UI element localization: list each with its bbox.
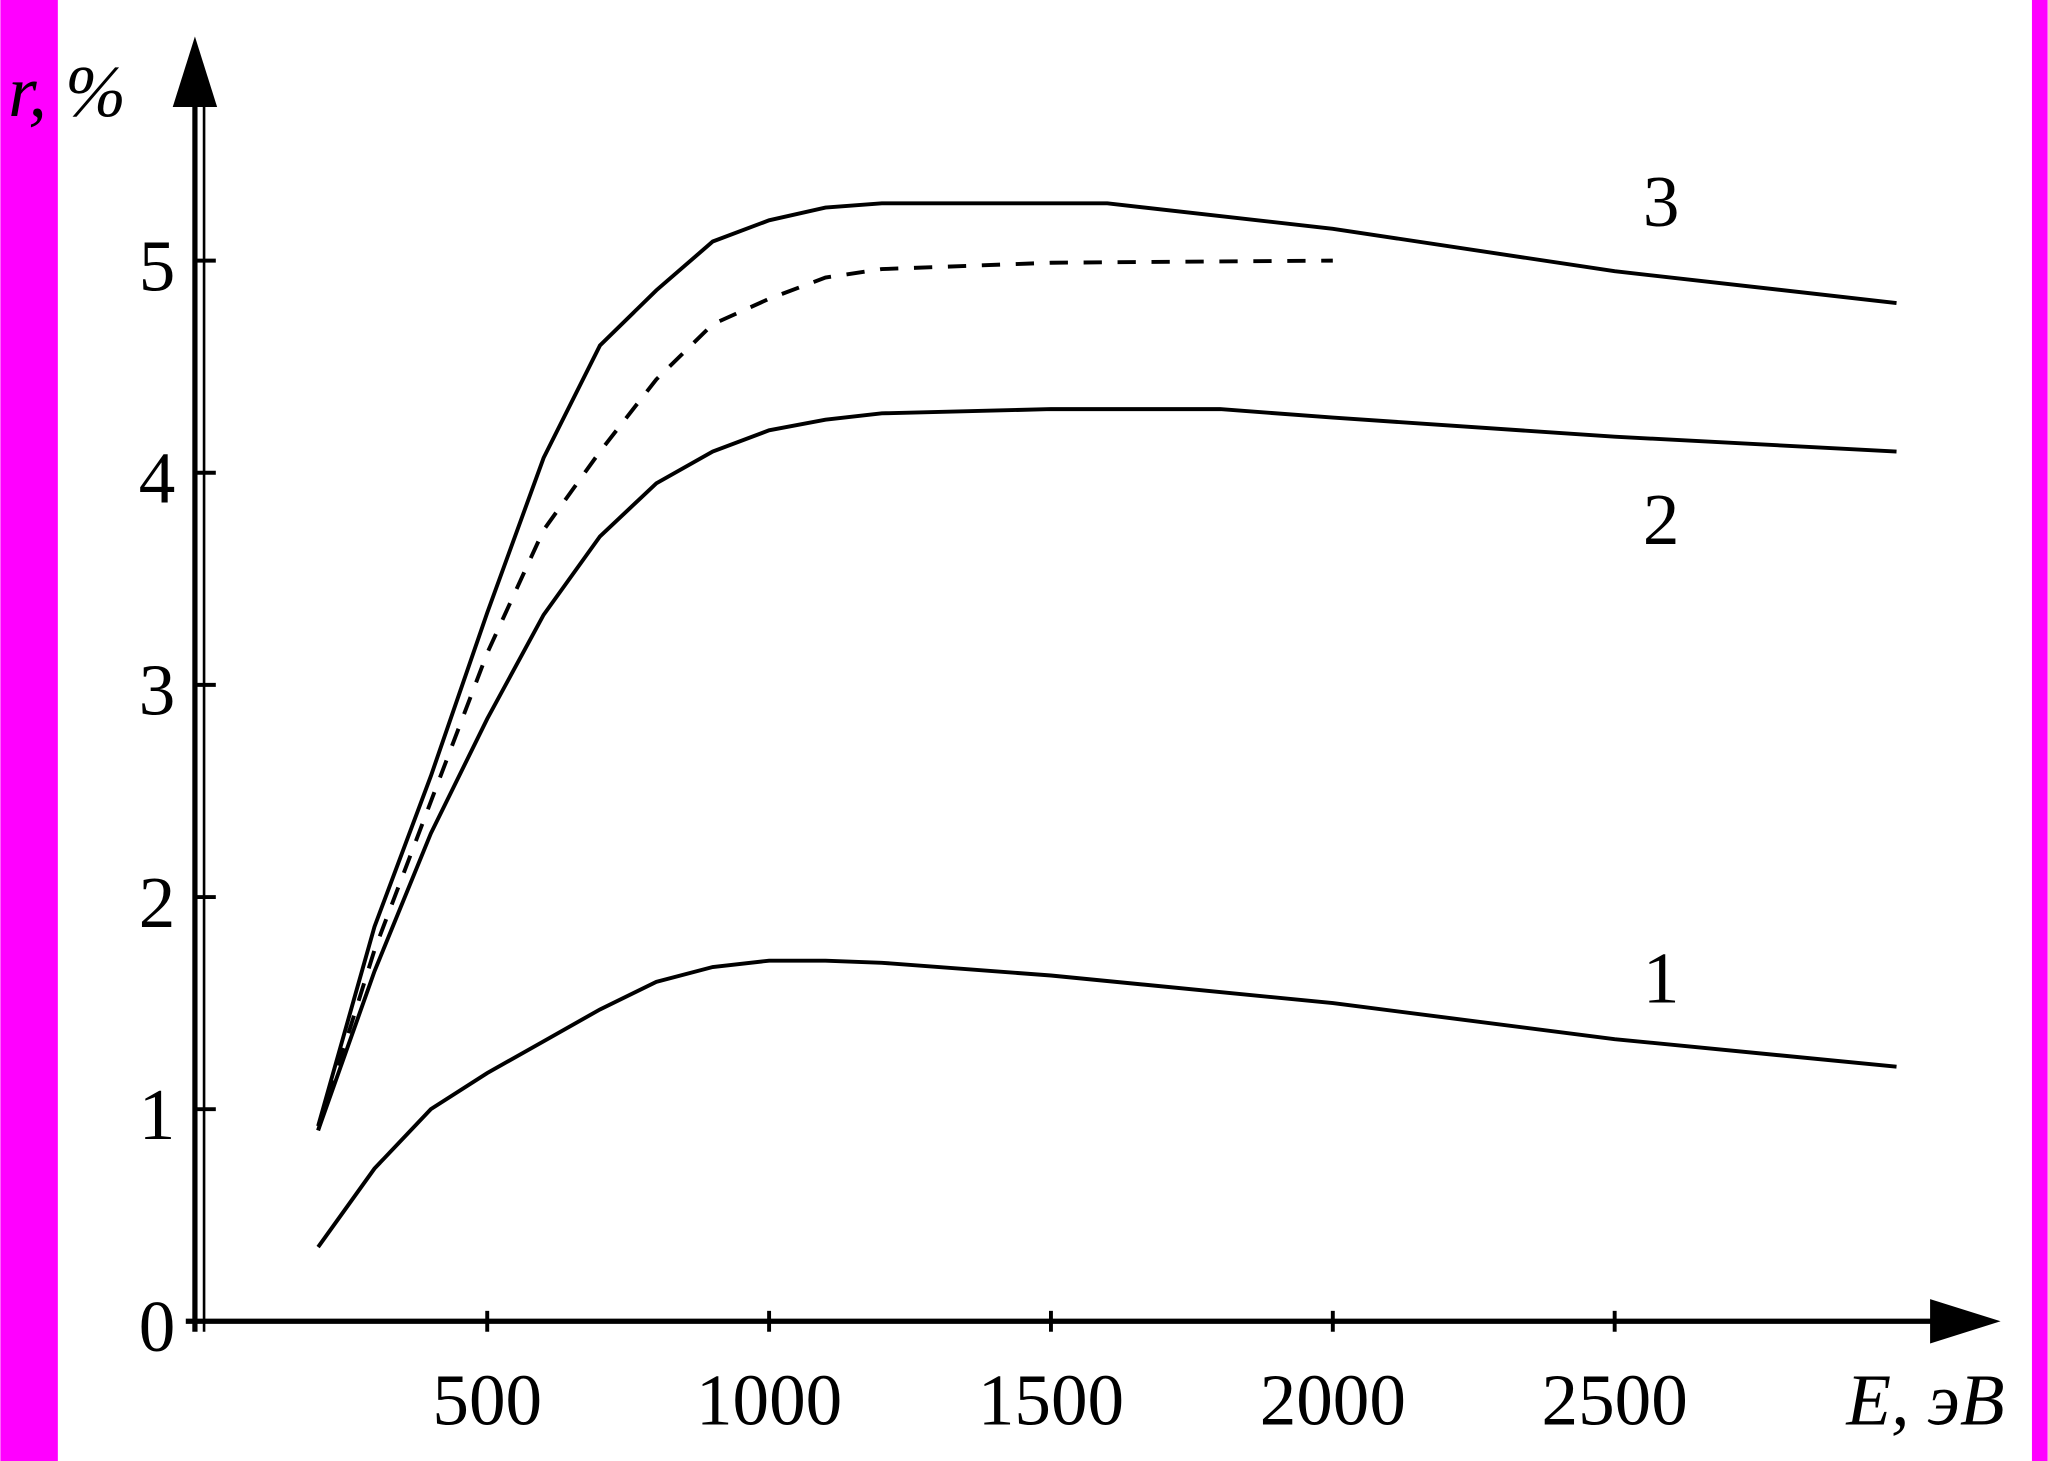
dashed-line (316, 258, 1333, 1131)
x-axis-arrow (1930, 1299, 2001, 1344)
y-tick-label: 2 (139, 862, 176, 943)
x-tick-label: 1500 (978, 1359, 1124, 1440)
y-tick-label: 3 (139, 650, 176, 731)
x-tick-label: 2500 (1542, 1359, 1688, 1440)
x-tick-label: 500 (432, 1359, 542, 1440)
y-axis-label: r, % (8, 51, 126, 132)
y-tick-label: 5 (139, 225, 176, 306)
curve-label: 3 (1643, 161, 1680, 242)
curve-label: 1 (1643, 938, 1680, 1019)
line (316, 958, 1897, 1249)
y-tick-label: 0 (139, 1286, 176, 1367)
left-border (0, 0, 58, 1461)
y-tick-label: 4 (139, 438, 176, 519)
right-border (2031, 0, 2048, 1461)
line (316, 407, 1897, 1132)
line (316, 201, 1897, 1127)
x-tick-label: 2000 (1260, 1359, 1406, 1440)
x-tick-label: 1000 (696, 1359, 842, 1440)
curve-label: 2 (1643, 479, 1680, 560)
y-axis-arrow (172, 36, 218, 108)
x-axis-label: E, эВ (1845, 1359, 2004, 1440)
y-tick-label: 1 (139, 1074, 176, 1155)
